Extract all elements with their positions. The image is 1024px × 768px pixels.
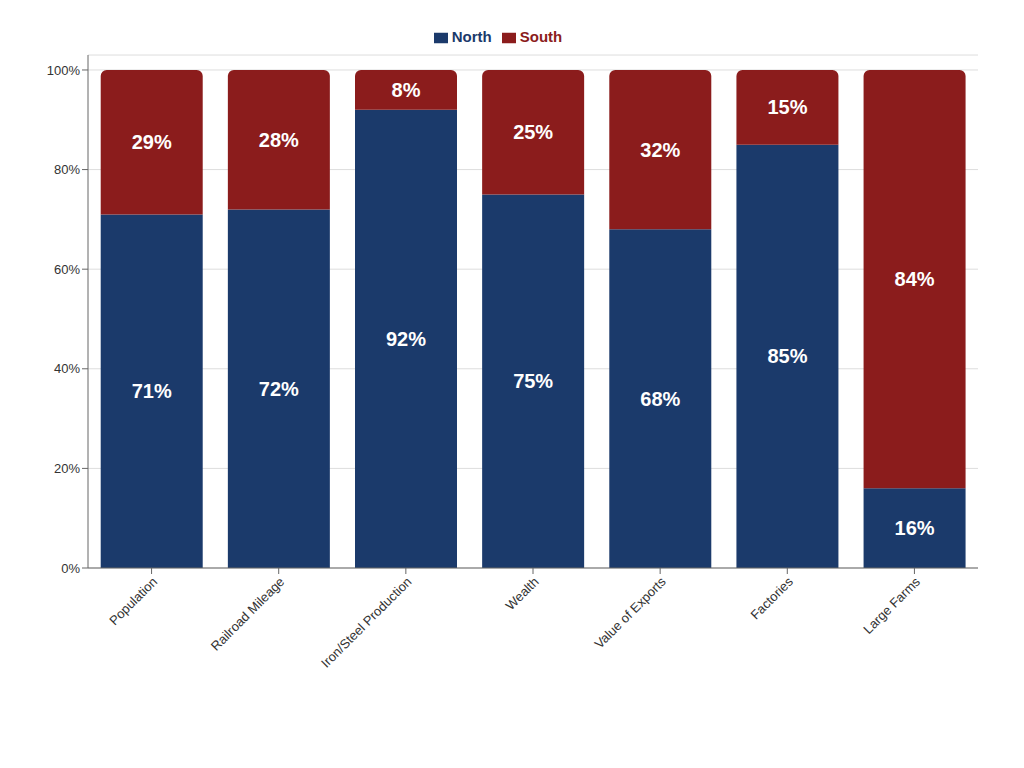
svg-text:8%: 8% — [392, 79, 421, 101]
svg-text:Railroad Mileage: Railroad Mileage — [208, 574, 288, 654]
svg-text:85%: 85% — [767, 345, 807, 367]
html-text:North: North — [451, 28, 492, 45]
svg-text:20%: 20% — [54, 461, 80, 476]
svg-text:80%: 80% — [54, 162, 80, 177]
svg-text:Value of Exports: Value of Exports — [591, 574, 669, 652]
svg-text:68%: 68% — [640, 388, 680, 410]
svg-text:60%: 60% — [54, 262, 80, 277]
svg-text:0%: 0% — [61, 561, 80, 576]
svg-text:75%: 75% — [513, 370, 553, 392]
html-text:South: South — [519, 28, 563, 45]
svg-text:Large Farms: Large Farms — [860, 574, 923, 637]
svg-text:Wealth: Wealth — [503, 574, 542, 613]
svg-text:72%: 72% — [259, 378, 299, 400]
svg-text:92%: 92% — [386, 328, 426, 350]
svg-text:100%: 100% — [47, 63, 81, 78]
svg-text:29%: 29% — [132, 131, 172, 153]
svg-text:28%: 28% — [259, 129, 299, 151]
svg-text:Iron/Steel Production: Iron/Steel Production — [318, 574, 414, 670]
svg-text:32%: 32% — [640, 139, 680, 161]
svg-text:Population: Population — [106, 574, 160, 628]
svg-text:84%: 84% — [895, 268, 935, 290]
svg-text:71%: 71% — [132, 380, 172, 402]
svg-text:15%: 15% — [767, 96, 807, 118]
svg-text:Factories: Factories — [748, 574, 797, 623]
svg-text:25%: 25% — [513, 121, 553, 143]
svg-text:40%: 40% — [54, 361, 80, 376]
svg-text:16%: 16% — [895, 517, 935, 539]
